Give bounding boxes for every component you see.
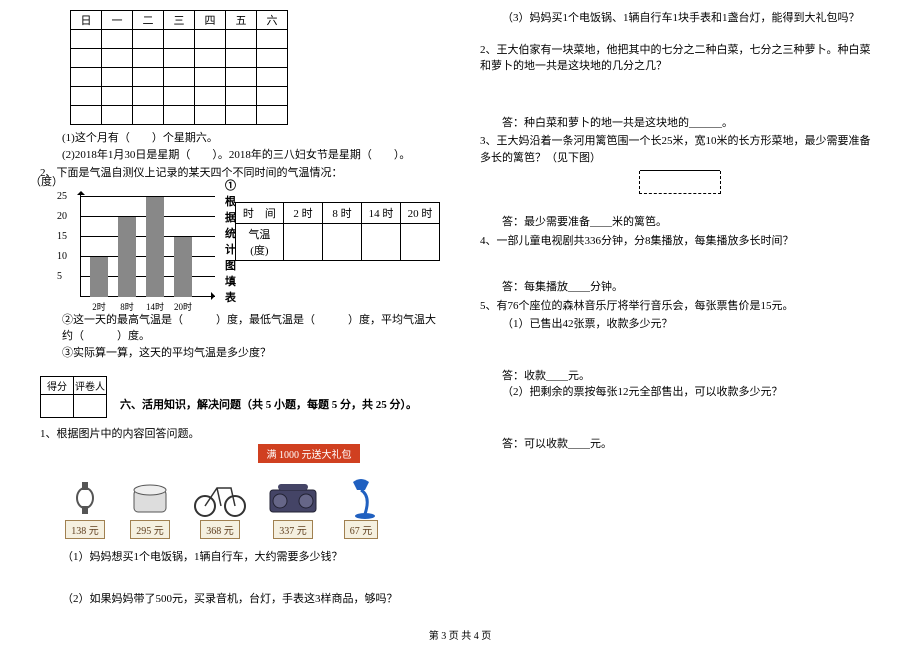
ytick-label: 20: [57, 211, 67, 222]
chart-row: （度） ①根据统计图填表 5101520252时8时14时20时 时 间 2 时…: [60, 187, 440, 307]
q2-stem-text: 2、下面是气温自测仪上记录的某天四个不同时间的气温情况：: [40, 165, 440, 182]
ytick-label: 10: [57, 251, 67, 262]
q1-1-text: (1)这个月有（ ）个星期六。: [62, 130, 440, 147]
product-watch: 138 元: [60, 475, 110, 539]
product-cooker: 295 元: [125, 475, 175, 539]
bar: [174, 237, 192, 297]
watch-icon: [60, 475, 110, 520]
p4-ans-text: 答：每集播放____分钟。: [502, 279, 880, 296]
tt-r1-4: 20 时: [401, 202, 440, 223]
p1-3-text: （3）妈妈买1个电饭锅、1辆自行车1块手表和1盏台灯，能得到大礼包吗？: [502, 10, 880, 27]
p5-stem-text: 5、有76个座位的森林音乐厅将举行音乐会，每张票售价是15元。: [480, 298, 880, 315]
xlabel: 14时: [143, 300, 167, 313]
price-watch: 138 元: [65, 520, 105, 539]
fence-rectangle: [639, 171, 721, 194]
p2-ans-text: 答：种白菜和萝卜的地一共是这块地的______。: [502, 115, 880, 132]
xlabel: 2时: [87, 300, 111, 313]
p5-1a-text: 答：收款____元。: [502, 368, 880, 385]
arrow-up-icon: [77, 187, 85, 195]
cal-h0: 日: [71, 11, 102, 30]
tt-r1-1: 2 时: [284, 202, 323, 223]
tt-r1-0: 时 间: [235, 202, 283, 223]
price-cooker: 295 元: [130, 520, 170, 539]
bike-icon: [190, 475, 250, 520]
price-radio: 337 元: [273, 520, 313, 539]
right-column: （3）妈妈买1个电饭锅、1辆自行车1块手表和1盏台灯，能得到大礼包吗？ 2、王大…: [480, 10, 880, 610]
river-side: [640, 170, 720, 171]
cal-h2: 二: [133, 11, 164, 30]
cal-h4: 四: [195, 11, 226, 30]
cooker-icon: [125, 475, 175, 520]
plot-figure: [630, 171, 730, 194]
p4-stem-text: 4、一部儿童电视剧共336分钟，分8集播放，每集播放多长时间？: [480, 233, 880, 250]
product-radio: 337 元: [265, 475, 321, 539]
cal-h1: 一: [102, 11, 133, 30]
score-h2: 评卷人: [74, 377, 107, 395]
ytick-label: 25: [57, 191, 67, 202]
lamp-icon: [336, 475, 386, 520]
tt-r2-0: 气温(度): [235, 223, 283, 260]
ytick-label: 5: [57, 271, 62, 282]
product-lamp: 67 元: [336, 475, 386, 539]
left-column: 日 一 二 三 四 五 六 (1)这个月有（ ）个星期六。 (2)2018年1月…: [40, 10, 440, 610]
p5-2a-text: 答：可以收款____元。: [502, 436, 880, 453]
xlabel: 8时: [115, 300, 139, 313]
page-footer: 第 3 页 共 4 页: [0, 627, 920, 642]
score-h1: 得分: [41, 377, 74, 395]
promo-banner: 满 1000 元送大礼包: [258, 444, 360, 463]
p5-2-text: （2）把剩余的票按每张12元全部售出，可以收款多少元？: [502, 384, 880, 401]
q2-2-text: ②这一天的最高气温是（ ）度，最低气温是（ ）度，平均气温大约（ ）度。: [62, 312, 440, 345]
bar: [146, 197, 164, 297]
price-bike: 368 元: [200, 520, 240, 539]
cal-h6: 六: [257, 11, 288, 30]
y-axis: [80, 192, 81, 297]
p1-2-text: （2）如果妈妈带了500元，买录音机，台灯，手表这3样商品，够吗？: [62, 591, 440, 608]
q1-2-text: (2)2018年1月30日是星期（ ）。2018年的三八妇女节是星期（ ）。: [62, 147, 440, 164]
arrow-right-icon: [211, 292, 219, 300]
bar-chart: （度） ①根据统计图填表 5101520252时8时14时20时: [60, 187, 215, 307]
product-bike: 368 元: [190, 475, 250, 539]
xlabel: 20时: [171, 300, 195, 313]
price-lamp: 67 元: [344, 520, 379, 539]
bar: [90, 257, 108, 297]
cal-h3: 三: [164, 11, 195, 30]
tt-r1-3: 14 时: [362, 202, 401, 223]
section-6-title: 六、活用知识，解决问题（共 5 小题，每题 5 分，共 25 分）。: [120, 397, 440, 414]
q2-3-text: ③实际算一算，这天的平均气温是多少度？: [62, 345, 440, 362]
calendar-table: 日 一 二 三 四 五 六: [70, 10, 288, 125]
chart-title-right: ①根据统计图填表: [225, 177, 236, 305]
ytick-label: 15: [57, 231, 67, 242]
tt-r1-2: 8 时: [323, 202, 362, 223]
p5-1-text: （1）已售出42张票，收款多少元？: [502, 316, 880, 333]
product-row: 138 元 295 元 368 元 337 元: [60, 475, 440, 539]
p2-stem-text: 2、王大伯家有一块菜地，他把其中的七分之二种白菜，七分之三种萝卜。种白菜和萝卜的…: [480, 42, 880, 75]
p1-stem-text: 1、根据图片中的内容回答问题。: [40, 426, 440, 443]
p3-stem-text: 3、王大妈沿着一条河用篱笆围一个长25米，宽10米的长方形菜地，最少需要准备多长…: [480, 133, 880, 166]
cal-h5: 五: [226, 11, 257, 30]
p1-1-text: （1）妈妈想买1个电饭锅，1辆自行车，大约需要多少钱？: [62, 549, 440, 566]
bar: [118, 217, 136, 297]
y-unit-label: （度）: [30, 173, 63, 189]
p3-ans-text: 答：最少需要准备____米的篱笆。: [502, 214, 880, 231]
page-body: 日 一 二 三 四 五 六 (1)这个月有（ ）个星期六。 (2)2018年1月…: [0, 0, 920, 620]
score-box: 得分 评卷人: [40, 376, 107, 418]
temperature-table: 时 间 2 时 8 时 14 时 20 时 气温(度): [235, 202, 440, 261]
radio-icon: [265, 475, 321, 520]
